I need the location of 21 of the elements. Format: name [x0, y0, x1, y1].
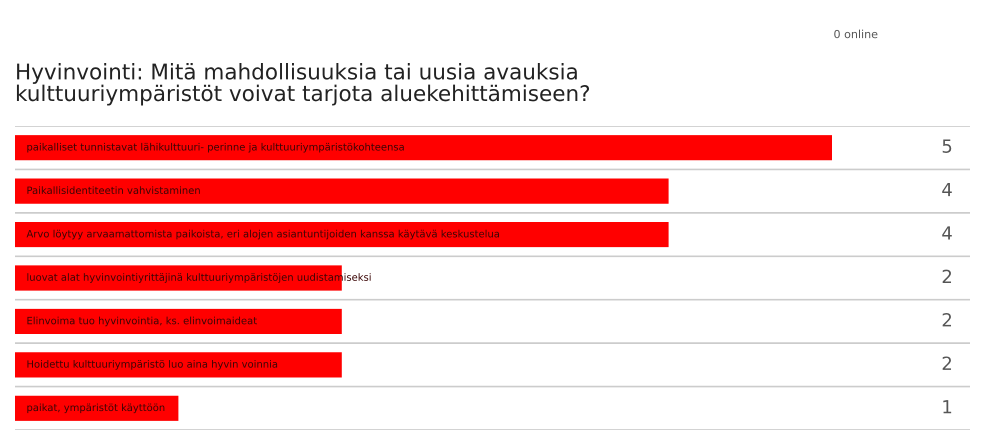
y-tick-label: paikat, ympäristöt käyttöön: [27, 403, 164, 414]
text: 0 online: [834, 30, 878, 38]
bar: [15, 396, 178, 421]
y-tick-label: Elinvoima tuo hyvinvointia, ks. elinvoimaideat: [27, 316, 257, 326]
bar: [15, 352, 342, 378]
data-label: 2: [942, 313, 952, 326]
chart-title: Hyvinvointi: Mitä mahdollisuuksia tai uusia avauksia kulttuuriympäristöt voivat tarjota aluekehittämiseen?: [16, 63, 590, 106]
bar: [15, 178, 669, 204]
data-label: 4: [942, 182, 952, 196]
data-label: 2: [942, 270, 952, 283]
data-label: 1: [943, 400, 952, 414]
data-label: 5: [942, 140, 952, 153]
y-tick-label: Hoidettu kulttuuriympäristö luo aina hyvin voinnia: [27, 360, 278, 370]
bar: [15, 222, 669, 248]
y-tick-label: paikalliset tunnistavat lähikulttuuri- perinne ja kulttuuriympäristökohteensa: [27, 142, 404, 153]
data-label: 4: [942, 226, 952, 240]
y-tick-label: Arvo löytyy arvaamattomista paikoista, eri alojen asiantuntijoiden kanssa käytävä keskustelua: [26, 230, 500, 240]
bar: [15, 308, 342, 334]
y-tick-label: Paikallisidentiteetin vahvistaminen: [27, 186, 200, 194]
data-label: 2: [942, 356, 952, 370]
bar: [15, 135, 832, 160]
